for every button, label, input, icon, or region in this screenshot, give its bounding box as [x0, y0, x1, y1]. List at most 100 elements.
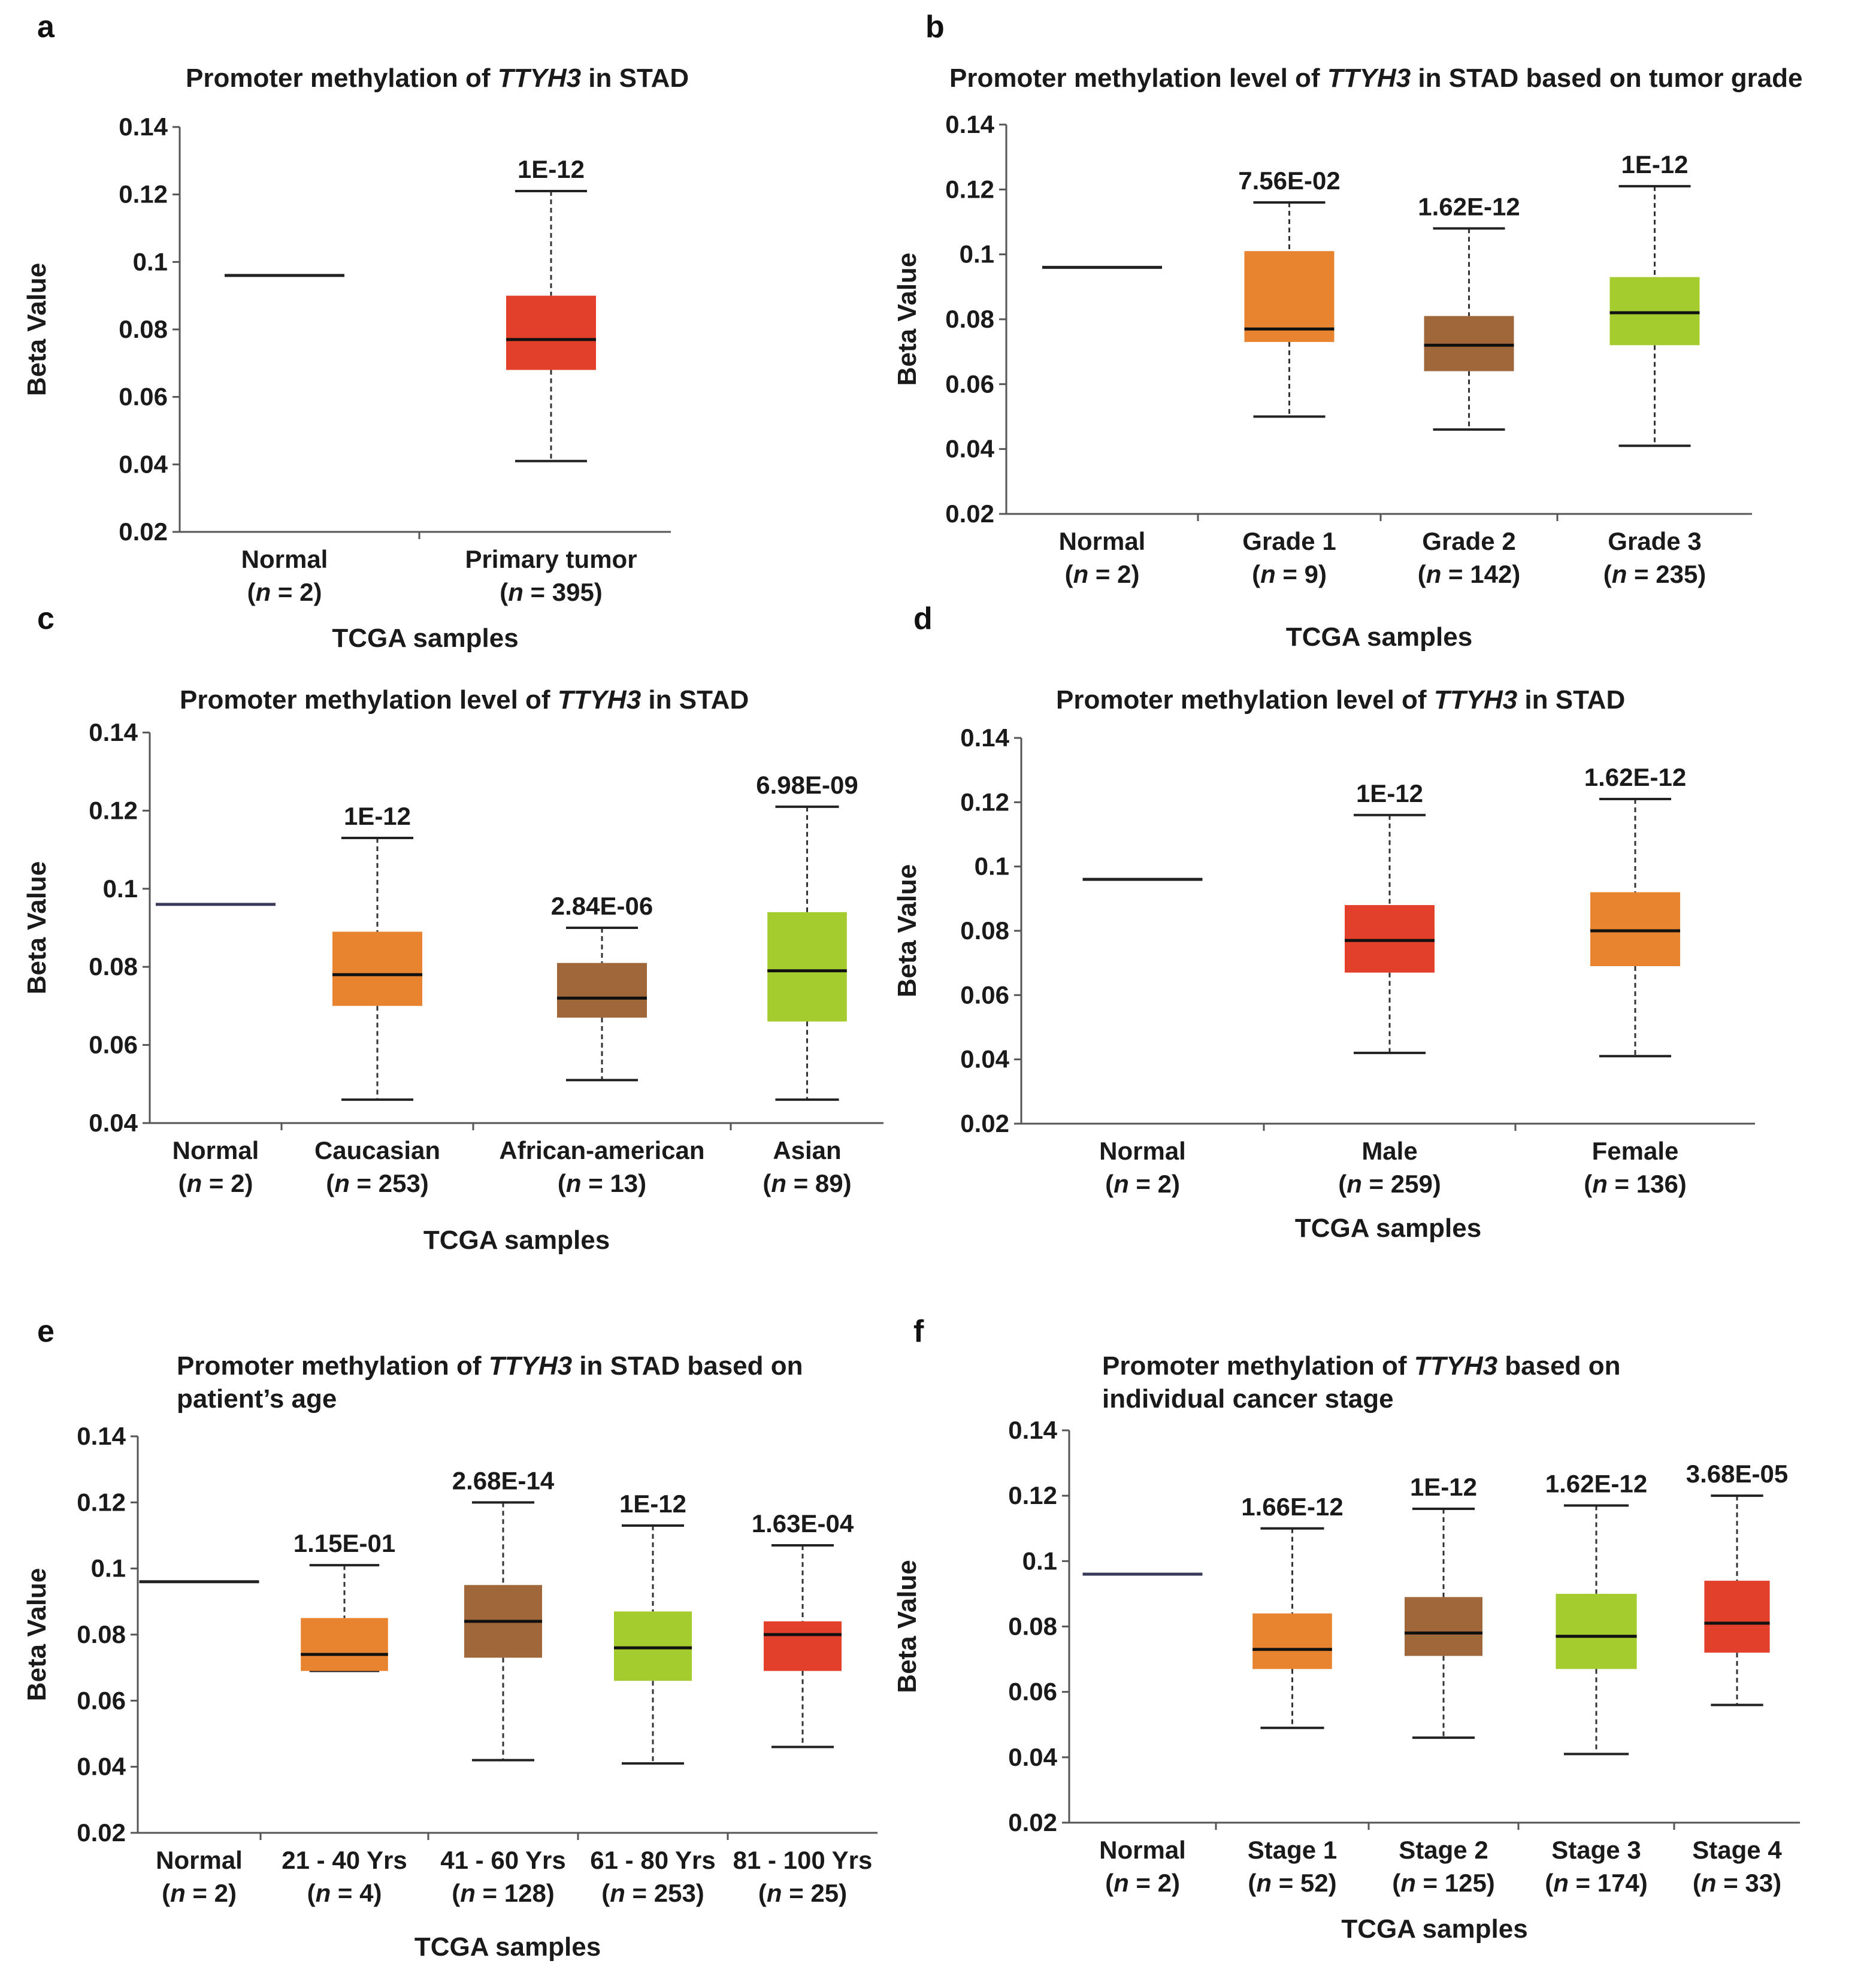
p-value-label: 1E-12 — [344, 802, 411, 830]
chart-panel-d: d Promoter methylation level of TTYH3 in … — [892, 601, 1755, 1243]
category-group: Normal (n = 2) — [1082, 877, 1203, 1198]
category-count: (n = 33) — [1693, 1869, 1781, 1897]
category-count: (n = 2) — [1105, 1170, 1180, 1198]
y-tick-label: 0.08 — [960, 916, 1009, 945]
panel-letter: a — [37, 10, 55, 44]
p-value-label: 1.62E-12 — [1584, 763, 1686, 791]
y-tick-label: 0.04 — [89, 1109, 138, 1137]
y-tick-label: 0.12 — [119, 180, 168, 208]
chart-title: Promoter methylation level of TTYH3 in S… — [1056, 685, 1625, 715]
count-paren: ( — [162, 1879, 170, 1907]
chart-title: Promoter methylation of TTYH3 in STAD — [186, 63, 689, 93]
chart-title-part: Promoter methylation of — [177, 1351, 489, 1381]
box-iqr — [1704, 1581, 1770, 1653]
chart-title-part: Promoter methylation level of — [180, 685, 558, 715]
box-iqr — [1345, 905, 1435, 973]
chart-panel-c: c Promoter methylation level of TTYH3 in … — [22, 601, 883, 1255]
category-count: (n = 2) — [1105, 1869, 1180, 1897]
count-n: n — [1426, 560, 1442, 588]
box-iqr — [1590, 892, 1680, 967]
category-count: (n = 2) — [162, 1879, 237, 1907]
count-n: n — [1400, 1869, 1416, 1897]
count-n: n — [1592, 1170, 1608, 1198]
count-paren: ( — [1418, 560, 1426, 588]
category-label: Male — [1361, 1137, 1417, 1165]
y-tick-label: 0.12 — [89, 796, 138, 824]
chart-title-part: TTYH3 — [1434, 685, 1517, 715]
y-tick-label: 0.04 — [945, 435, 994, 463]
count-n: n — [187, 1169, 202, 1197]
count-value: = 25) — [782, 1879, 848, 1907]
category-group: Primary tumor (n = 395) 1E-12 — [465, 155, 637, 606]
category-group: Grade 2 (n = 142) 1.62E-12 — [1418, 192, 1521, 588]
count-value: = 4) — [331, 1879, 382, 1907]
chart-title-part: in STAD based on — [572, 1351, 803, 1381]
y-tick-label: 0.12 — [960, 788, 1009, 816]
chart-title: Promoter methylation level of TTYH3 in S… — [180, 685, 749, 715]
count-value: = 9) — [1276, 560, 1327, 588]
category-count: (n = 9) — [1252, 560, 1327, 588]
box-iqr — [764, 1621, 842, 1671]
count-n: n — [1114, 1170, 1129, 1198]
y-tick-label: 0.02 — [119, 518, 168, 546]
chart-title-part: in STAD — [1517, 685, 1625, 715]
count-n: n — [460, 1879, 476, 1907]
x-axis-title: TCGA samples — [1295, 1214, 1481, 1243]
p-value-label: 7.56E-02 — [1238, 167, 1340, 195]
category-group: Asian(n = 89)6.98E-09 — [756, 771, 858, 1197]
p-value-label: 6.98E-09 — [756, 771, 858, 799]
chart-title-part: TTYH3 — [498, 63, 581, 93]
count-n: n — [1073, 560, 1089, 588]
chart-title-part: Promoter methylation level of — [1056, 685, 1434, 715]
box-iqr — [1609, 277, 1700, 346]
p-value-label: 1.63E-04 — [752, 1509, 854, 1538]
chart-title: Promoter methylation of TTYH3 in STAD ba… — [177, 1351, 803, 1381]
category-group: Normal (n = 2) — [139, 1580, 259, 1907]
count-n: n — [767, 1879, 782, 1907]
panel-letter: f — [913, 1314, 924, 1349]
chart-title-line2: patient’s age — [177, 1384, 337, 1414]
count-value: = 2) — [1129, 1869, 1180, 1897]
y-axis-title: Beta Value — [22, 263, 52, 397]
box-iqr — [1556, 1593, 1637, 1669]
count-paren: ( — [1584, 1170, 1592, 1198]
category-count: (n = 253) — [601, 1879, 704, 1907]
box-iqr — [1244, 251, 1335, 342]
count-n: n — [1553, 1869, 1569, 1897]
category-label: Grade 2 — [1422, 527, 1515, 555]
y-tick-label: 0.1 — [975, 852, 1009, 880]
category-label: 81 - 100 Yrs — [733, 1846, 873, 1874]
count-paren: ( — [247, 578, 256, 606]
box-iqr — [332, 931, 422, 1006]
category-count: (n = 395) — [500, 578, 603, 606]
y-tick-label: 0.04 — [1008, 1743, 1057, 1771]
count-paren: ( — [1545, 1869, 1553, 1897]
count-value: = 136) — [1608, 1170, 1687, 1198]
y-tick-label: 0.14 — [960, 724, 1009, 752]
y-tick-label: 0.14 — [945, 110, 994, 138]
category-count: (n = 25) — [758, 1879, 847, 1907]
count-value: = 259) — [1362, 1170, 1441, 1198]
y-axis-title: Beta Value — [892, 253, 922, 386]
category-label: Normal — [173, 1136, 259, 1164]
y-tick-label: 0.06 — [89, 1031, 138, 1059]
count-value: = 2) — [1088, 560, 1139, 588]
count-n: n — [1347, 1170, 1362, 1198]
y-tick-label: 0.02 — [945, 500, 994, 528]
p-value-label: 2.84E-06 — [551, 892, 653, 920]
y-tick-label: 0.12 — [1008, 1481, 1057, 1509]
category-label: 61 - 80 Yrs — [590, 1846, 715, 1874]
category-group: 41 - 60 Yrs (n = 128) 2.68E-14 — [440, 1466, 565, 1907]
chart-title-part: Promoter methylation level of — [949, 63, 1327, 93]
count-paren: ( — [1105, 1170, 1114, 1198]
count-n: n — [256, 578, 271, 606]
category-count: (n = 4) — [307, 1879, 382, 1907]
y-tick-label: 0.14 — [1008, 1416, 1057, 1444]
y-tick-label: 0.1 — [960, 240, 994, 268]
count-paren: ( — [307, 1879, 316, 1907]
count-paren: ( — [1693, 1869, 1701, 1897]
category-count: (n = 13) — [558, 1169, 646, 1197]
category-label: Primary tumor — [465, 545, 637, 573]
chart-title-part: in STAD based on tumor grade — [1411, 63, 1802, 93]
